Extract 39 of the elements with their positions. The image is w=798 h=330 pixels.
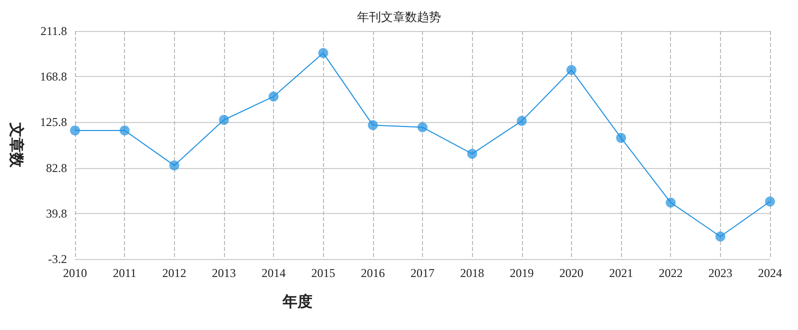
x-tick-label: 2014 bbox=[262, 266, 286, 280]
point bbox=[566, 65, 576, 76]
point bbox=[70, 125, 80, 136]
x-tick-label: 2024 bbox=[758, 266, 782, 280]
x-tick-label: 2021 bbox=[609, 266, 634, 280]
x-tick-label: 2017 bbox=[410, 266, 434, 280]
point bbox=[418, 122, 428, 132]
y-tick-label: 168.8 bbox=[40, 70, 67, 84]
y-tick-label: 211.8 bbox=[40, 24, 67, 38]
chart-title: 年刊文章数趋势 bbox=[357, 10, 441, 24]
point bbox=[467, 148, 478, 159]
x-tick-label: 2016 bbox=[360, 266, 385, 280]
y-tick-label: -3.2 bbox=[48, 252, 67, 266]
y-tick-label: 82.8 bbox=[46, 160, 67, 175]
point bbox=[715, 232, 726, 242]
x-tick-label: 2020 bbox=[559, 266, 584, 280]
point bbox=[169, 160, 180, 170]
x-tick-label: 2022 bbox=[658, 266, 683, 280]
point bbox=[120, 125, 130, 136]
x-tick-label: 2012 bbox=[162, 266, 186, 280]
x-tick-label: 2019 bbox=[510, 266, 534, 280]
x-axis-title: 年度 bbox=[282, 292, 312, 310]
y-axis-title: 文章数 bbox=[8, 122, 26, 168]
point bbox=[268, 92, 279, 102]
y-tick-label: 125.8 bbox=[40, 115, 67, 130]
point bbox=[318, 48, 328, 58]
point bbox=[765, 196, 775, 207]
y-tick-label: 39.8 bbox=[46, 206, 67, 220]
point bbox=[666, 198, 676, 208]
point bbox=[218, 114, 229, 125]
point bbox=[368, 120, 378, 130]
point bbox=[616, 132, 626, 143]
x-tick-label: 2018 bbox=[460, 266, 484, 280]
point bbox=[516, 116, 527, 126]
x-tick-label: 2015 bbox=[311, 266, 336, 280]
x-tick-label: 2010 bbox=[63, 266, 87, 280]
x-tick-label: 2011 bbox=[112, 266, 136, 280]
x-tick-label: 2013 bbox=[212, 266, 236, 280]
x-tick-label: 2023 bbox=[708, 266, 732, 280]
